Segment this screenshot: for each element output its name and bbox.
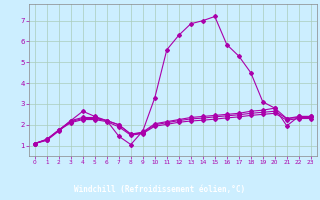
Text: Windchill (Refroidissement éolien,°C): Windchill (Refroidissement éolien,°C): [75, 185, 245, 194]
